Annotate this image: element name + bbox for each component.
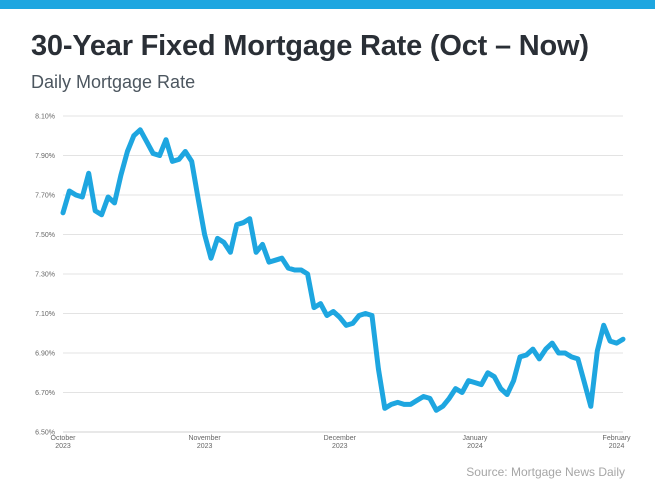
x-tick-year: 2023 [332, 443, 348, 450]
data-points [62, 129, 624, 411]
x-tick-year: 2024 [609, 443, 625, 450]
x-axis-ticks: October2023November2023December2023Janua… [51, 435, 632, 450]
y-tick-label: 8.10% [35, 114, 55, 121]
x-tick-year: 2023 [197, 443, 213, 450]
x-tick-month: February [603, 435, 632, 442]
x-tick-month: November [188, 435, 221, 442]
y-tick-label: 7.30% [35, 272, 55, 279]
x-tick-year: 2024 [467, 443, 483, 450]
top-accent-bar [0, 0, 655, 9]
y-tick-label: 7.70% [35, 193, 55, 200]
x-tick-month: January [463, 435, 488, 442]
y-tick-label: 7.10% [35, 311, 55, 318]
y-tick-label: 6.50% [35, 430, 55, 437]
x-tick-month: December [324, 435, 357, 442]
x-tick-month: October [51, 435, 77, 442]
series-line-mortgage-rate [60, 127, 626, 413]
y-tick-label: 6.70% [35, 390, 55, 397]
y-tick-label: 7.90% [35, 153, 55, 160]
source-note: Source: Mortgage News Daily [466, 465, 625, 479]
chart-subtitle: Daily Mortgage Rate [31, 72, 196, 92]
chart-title: 30-Year Fixed Mortgage Rate (Oct – Now) [31, 30, 589, 62]
y-axis-ticks: 8.10% 7.90% 7.70% 7.50% 7.30% 7.10% 6.90% 6.70%… [35, 114, 55, 437]
y-tick-label: 6.90% [35, 351, 55, 358]
gridlines [63, 115, 623, 393]
y-tick-label: 7.50% [35, 232, 55, 239]
x-tick-year: 2023 [55, 443, 71, 450]
